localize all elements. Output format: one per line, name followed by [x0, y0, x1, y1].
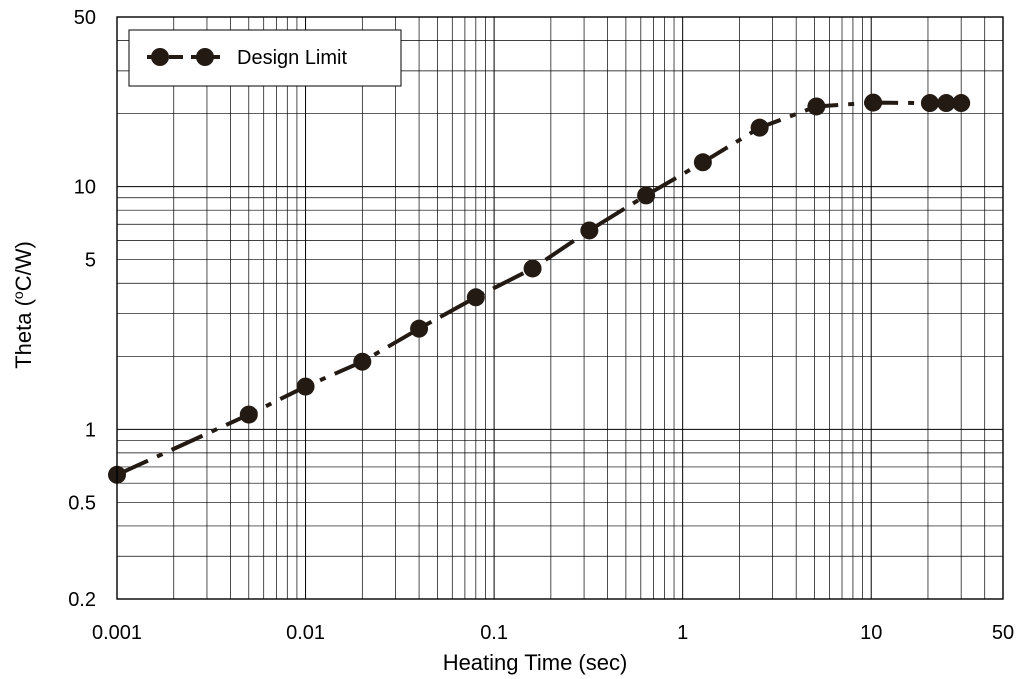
x-tick-labels: 0.001 0.01 0.1 1 10 50 [92, 622, 1014, 644]
data-point [410, 319, 429, 338]
legend-marker-right [196, 48, 214, 66]
legend-marker-left [151, 48, 169, 66]
data-point [807, 97, 826, 116]
legend: Design Limit [128, 29, 402, 87]
data-point [580, 221, 599, 240]
y-tick-label: 10 [74, 177, 96, 199]
data-point [952, 94, 971, 113]
x-axis-title: Heating Time (sec) [443, 650, 628, 675]
plot-frame [116, 16, 1004, 600]
data-point [750, 118, 769, 137]
y-axis-title: Theta (oC/W) [10, 241, 36, 369]
y-tick-label: 0.5 [68, 492, 96, 514]
data-point [353, 352, 372, 371]
data-point [937, 94, 956, 113]
y-tick-label: 1 [85, 419, 96, 441]
y-tick-label: 5 [85, 250, 96, 272]
grid [116, 16, 1004, 600]
series-layer [108, 93, 971, 484]
data-point [693, 153, 712, 172]
y-tick-labels: 0.2 0.5 1 5 10 50 [68, 7, 96, 611]
series-line [116, 100, 962, 477]
y-tick-label: 0.2 [68, 589, 96, 611]
x-tick-label: 0.01 [286, 622, 325, 644]
y-tick-label: 50 [74, 7, 96, 29]
data-point [239, 405, 258, 424]
x-tick-label: 50 [992, 622, 1014, 644]
data-point [864, 93, 883, 112]
data-point [523, 259, 542, 278]
x-tick-label: 0.1 [480, 622, 508, 644]
data-point [637, 186, 656, 205]
data-point [466, 288, 485, 307]
data-point [296, 377, 315, 396]
plot-background [117, 17, 1003, 599]
data-point [920, 94, 939, 113]
x-tick-label: 10 [860, 622, 882, 644]
x-tick-label: 0.001 [92, 622, 142, 644]
legend-label: Design Limit [237, 47, 347, 69]
x-tick-label: 1 [677, 622, 688, 644]
